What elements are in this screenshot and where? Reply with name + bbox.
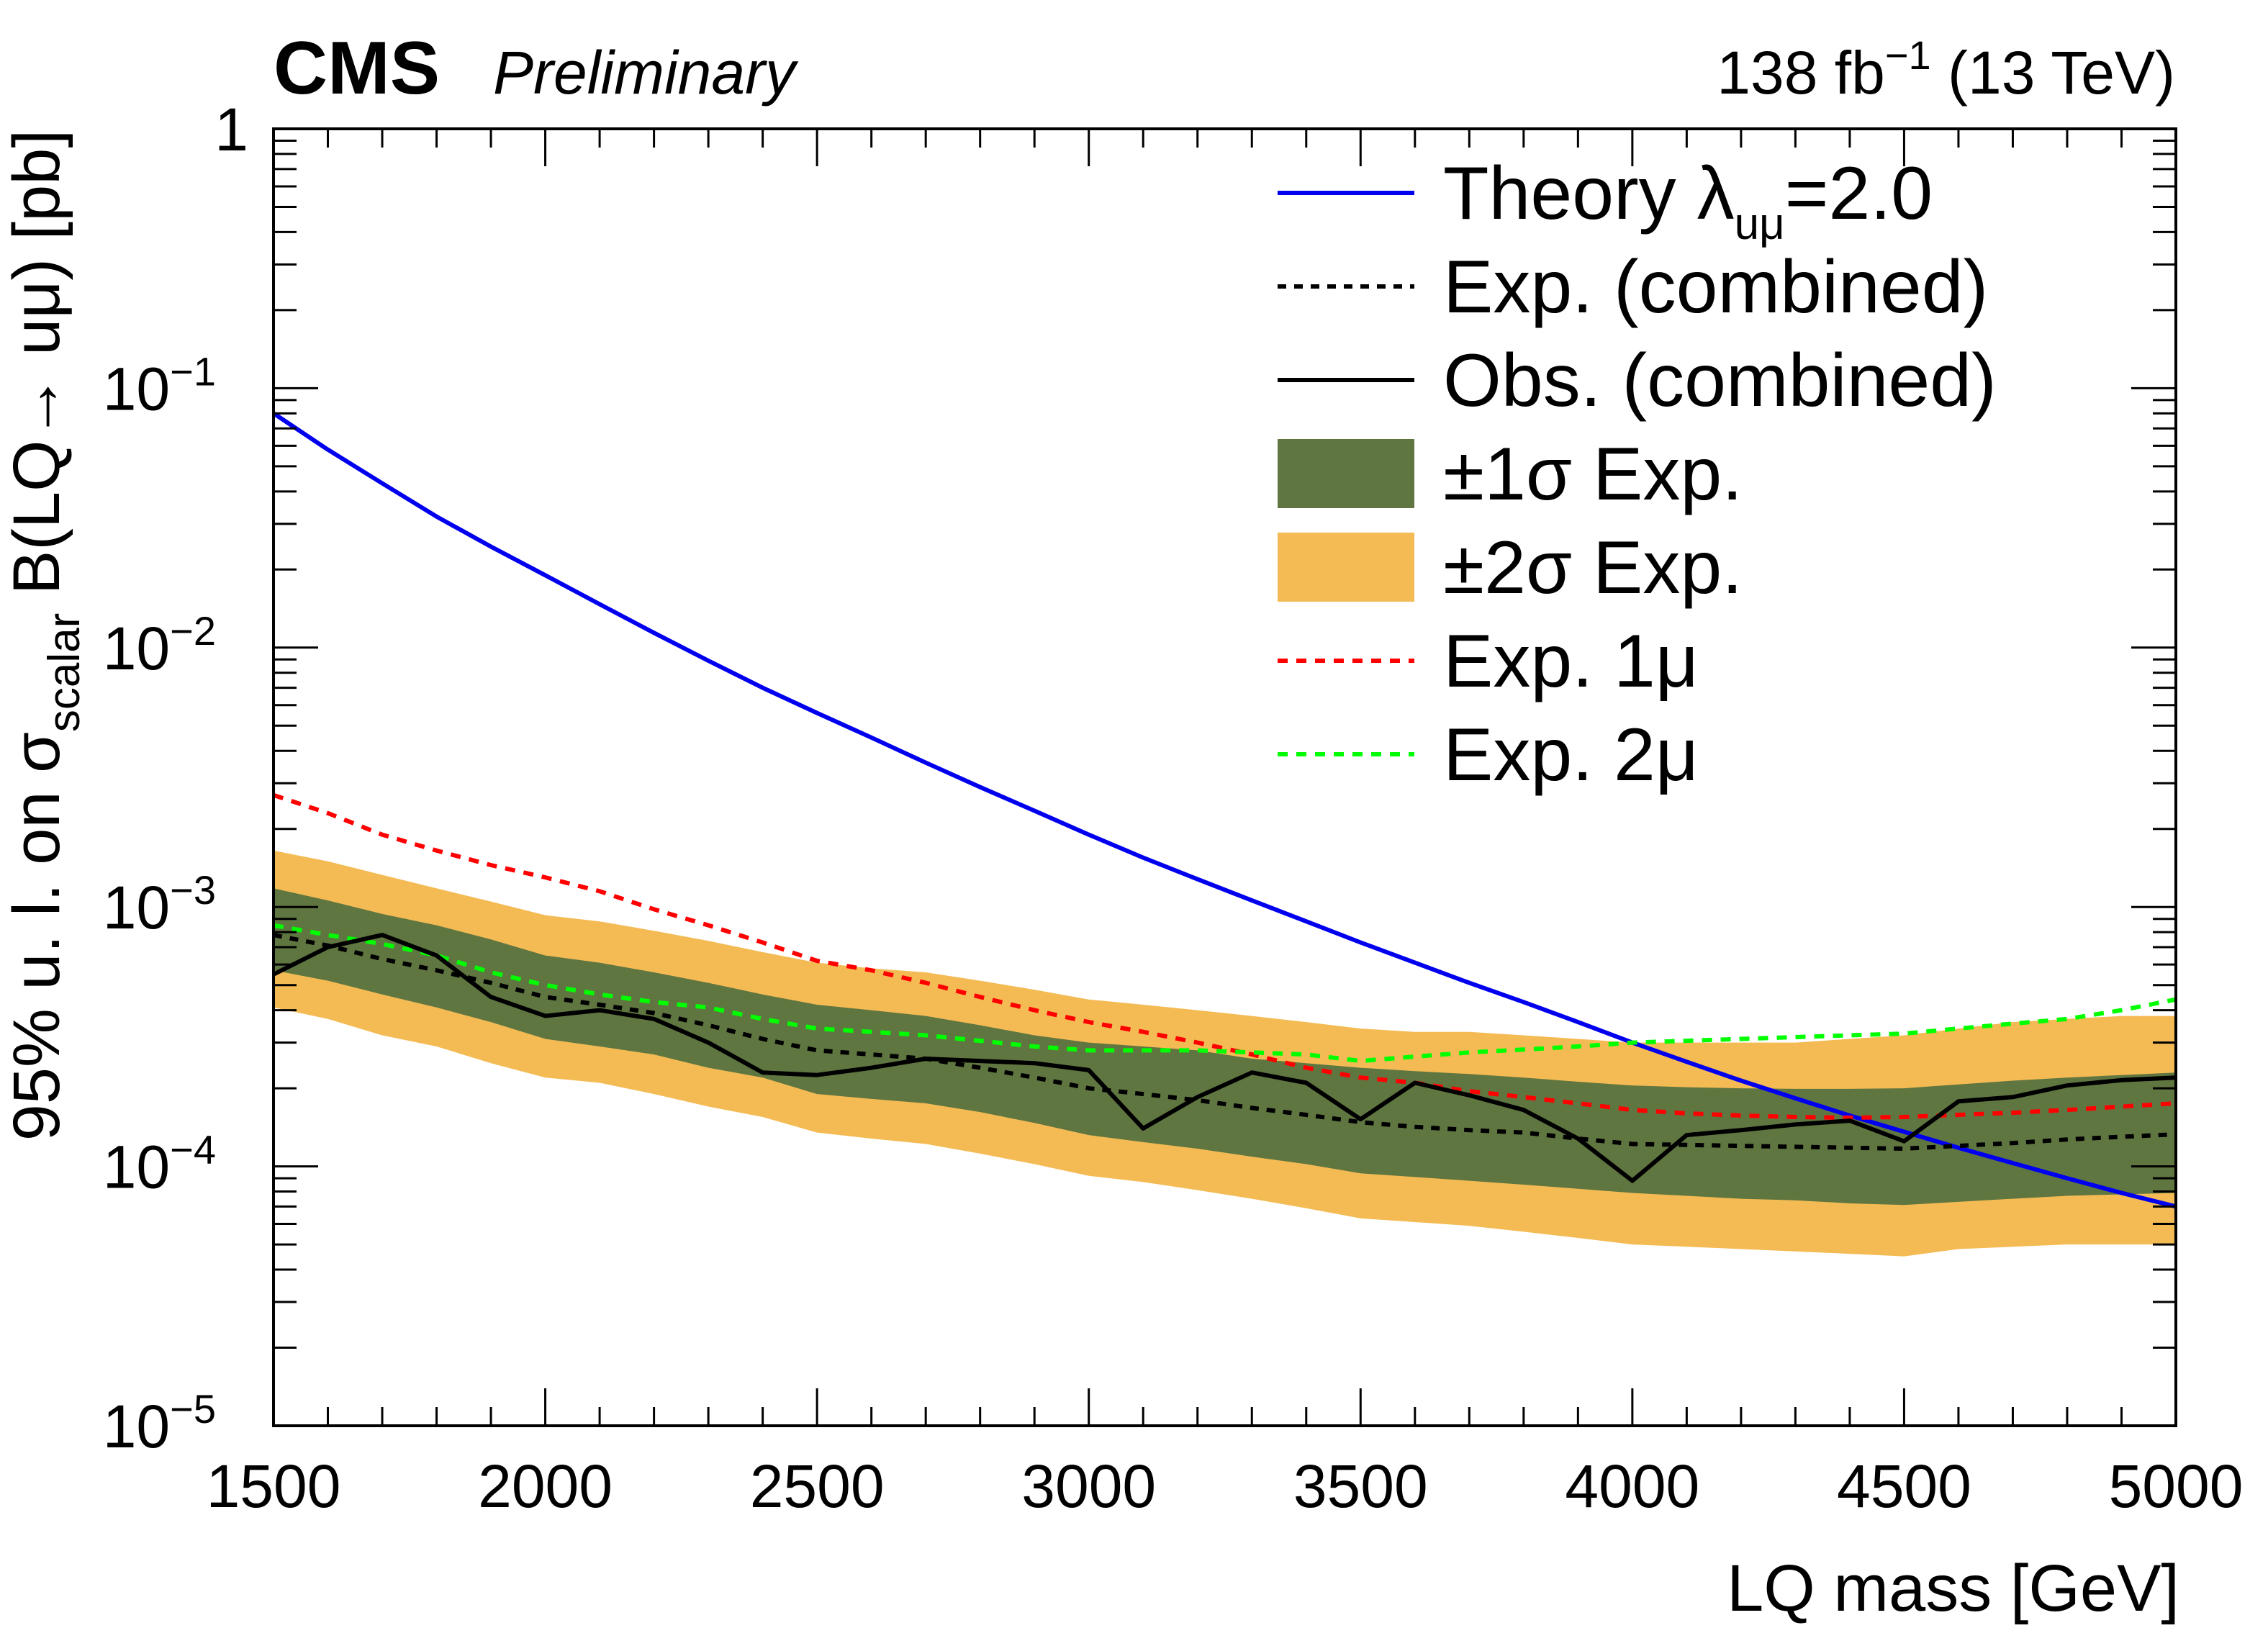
y-tick-exponent: −3 xyxy=(170,867,216,913)
line-theory xyxy=(274,411,2176,1209)
legend-label: ±1σ Exp. xyxy=(1443,433,1743,516)
y-axis-title-main: 95% u. l. on σ xyxy=(0,732,73,1141)
preliminary-label: Preliminary xyxy=(493,39,799,107)
y-axis-title-sub: scalar xyxy=(40,613,89,732)
x-tick-label: 3000 xyxy=(1021,1452,1156,1520)
axis-ticks xyxy=(272,127,2177,1427)
line-exp2mu xyxy=(274,923,2176,1064)
legend-label: Exp. 1μ xyxy=(1443,620,1699,703)
lumi-value: 138 fb xyxy=(1717,39,1885,107)
line-expcomb xyxy=(274,933,2176,1151)
y-tick-label: 10−2 xyxy=(103,608,216,682)
line-obs xyxy=(274,933,2176,1183)
y-tick-base: 10 xyxy=(103,615,170,682)
legend-entry-theory: Theory λuμ=2.0 xyxy=(1278,152,1933,249)
legend-entry-exp1mu: Exp. 1μ xyxy=(1278,620,1699,703)
y-tick-base: 10 xyxy=(103,874,170,941)
band-band1 xyxy=(274,888,2176,1206)
legend-label: Exp. (combined) xyxy=(1443,245,1988,329)
legend-label: Theory λuμ=2.0 xyxy=(1443,152,1933,249)
y-tick-base: 10 xyxy=(103,1134,170,1201)
x-tick-label: 2500 xyxy=(750,1452,885,1520)
energy-label: (13 TeV) xyxy=(1948,39,2175,107)
y-tick-base: 10 xyxy=(103,355,170,422)
y-tick-base: 10 xyxy=(103,1393,170,1460)
y-axis-title-tail: B(LQ→ uμ) [pb] xyxy=(0,130,73,613)
legend-swatch xyxy=(1278,533,1414,602)
y-tick-label: 10−1 xyxy=(103,348,216,422)
cms-label: CMS xyxy=(274,27,440,110)
legend-entry-exp2mu: Exp. 2μ xyxy=(1278,713,1699,797)
legend-label: ±2σ Exp. xyxy=(1443,526,1743,610)
y-tick-exponent: −5 xyxy=(170,1386,216,1432)
x-tick-label: 4000 xyxy=(1565,1452,1699,1520)
limit-curves xyxy=(274,411,2176,1209)
y-tick-label: 10−4 xyxy=(103,1127,216,1201)
y-axis-title: 95% u. l. on σscalar B(LQ→ uμ) [pb] xyxy=(0,130,89,1141)
x-tick-label: 3500 xyxy=(1293,1452,1428,1520)
x-tick-label: 5000 xyxy=(2109,1452,2244,1520)
y-tick-label: 10−5 xyxy=(103,1386,216,1460)
y-tick-exponent: −2 xyxy=(170,608,216,654)
lumi-label: 138 fb−1 (13 TeV) xyxy=(1717,32,2175,107)
y-tick-label: 10−3 xyxy=(103,867,216,941)
legend-swatch xyxy=(1278,439,1414,508)
y-tick-labels: 110−110−210−310−410−5 xyxy=(103,96,248,1460)
y-tick-label: 1 xyxy=(214,96,248,163)
x-tick-labels: 1500 2000 2500 3000 3500 4000 4500 5000 xyxy=(207,1452,2244,1520)
x-tick-label: 1500 xyxy=(207,1452,341,1520)
x-tick-label: 2000 xyxy=(478,1452,613,1520)
legend-label: Obs. (combined) xyxy=(1443,339,1997,422)
legend-entry-obs: Obs. (combined) xyxy=(1278,339,1997,422)
legend-label: Exp. 2μ xyxy=(1443,713,1699,797)
legend-entry-expcomb: Exp. (combined) xyxy=(1278,245,1988,329)
legend-entry-band1: ±1σ Exp. xyxy=(1278,433,1743,516)
x-tick-label: 4500 xyxy=(1837,1452,1971,1520)
lumi-exponent: −1 xyxy=(1885,32,1931,78)
y-tick-exponent: −4 xyxy=(170,1127,216,1172)
y-tick-exponent: −1 xyxy=(170,348,216,394)
x-axis-title: LQ mass [GeV] xyxy=(1727,1552,2179,1625)
plot-frame xyxy=(272,127,2177,1427)
legend-entry-band2: ±2σ Exp. xyxy=(1278,526,1743,610)
